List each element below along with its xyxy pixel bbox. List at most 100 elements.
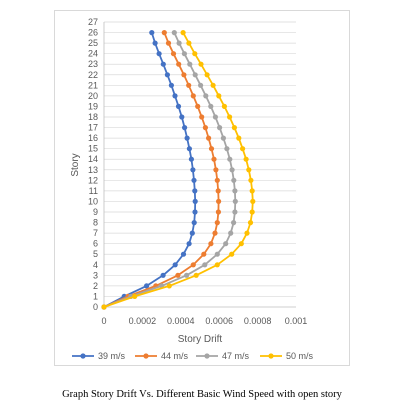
- legend-label: 39 m/s: [98, 351, 126, 361]
- data-point: [192, 188, 198, 194]
- legend-marker: [268, 353, 274, 359]
- data-point: [166, 283, 172, 289]
- y-axis-title: Story: [70, 153, 81, 176]
- data-point: [184, 135, 190, 141]
- y-tick-label: 4: [93, 260, 98, 270]
- legend-marker: [80, 353, 86, 359]
- data-point: [152, 40, 158, 46]
- data-point: [144, 283, 150, 289]
- data-point: [208, 241, 214, 247]
- y-tick-label: 20: [88, 91, 98, 101]
- legend-marker: [143, 353, 149, 359]
- data-point: [193, 272, 199, 278]
- data-point: [176, 40, 182, 46]
- y-tick-labels: 0123456789101112131415161718192021222324…: [88, 17, 98, 312]
- data-point: [175, 103, 182, 109]
- data-point: [188, 156, 194, 162]
- x-tick-label: 0.0002: [129, 316, 157, 326]
- data-point: [216, 198, 222, 204]
- data-point: [246, 167, 252, 173]
- y-tick-label: 6: [93, 239, 98, 249]
- data-point: [221, 103, 227, 109]
- y-tick-label: 27: [88, 17, 98, 27]
- data-point: [192, 51, 198, 57]
- legend: 39 m/s 44 m/s 47 m/s 50 m/s: [72, 351, 314, 361]
- legend-item: 50 m/s: [260, 351, 314, 361]
- data-point: [198, 61, 204, 67]
- data-point: [189, 230, 195, 236]
- data-point: [227, 114, 233, 120]
- data-point: [190, 93, 196, 99]
- data-point: [160, 61, 166, 67]
- data-point: [214, 262, 220, 268]
- axes: [103, 22, 296, 308]
- data-point: [228, 230, 234, 236]
- data-point: [250, 198, 256, 204]
- data-point: [161, 29, 167, 36]
- data-point: [190, 167, 196, 173]
- data-point: [208, 103, 214, 109]
- data-point: [184, 272, 190, 278]
- data-point: [232, 198, 238, 204]
- data-point: [176, 61, 182, 67]
- y-tick-label: 25: [88, 38, 98, 48]
- data-point: [224, 146, 230, 152]
- legend-item: 47 m/s: [196, 351, 250, 361]
- legend-label: 47 m/s: [222, 351, 250, 361]
- data-point: [229, 251, 235, 257]
- data-point: [101, 304, 107, 310]
- data-point: [227, 156, 233, 162]
- y-tick-label: 9: [93, 207, 98, 217]
- data-point: [181, 51, 187, 57]
- y-tick-label: 12: [88, 175, 98, 185]
- y-tick-label: 13: [88, 165, 98, 175]
- y-tick-label: 14: [88, 154, 98, 164]
- y-tick-label: 11: [89, 186, 98, 196]
- data-point: [202, 262, 208, 268]
- legend-item: 39 m/s: [72, 351, 126, 361]
- story-drift-chart: 0123456789101112131415161718192021222324…: [70, 17, 314, 361]
- data-point: [199, 114, 205, 120]
- x-tick-label: 0.0008: [244, 316, 272, 326]
- data-point: [248, 177, 254, 183]
- data-point: [247, 220, 254, 226]
- data-point: [229, 167, 235, 173]
- data-point: [231, 125, 237, 131]
- data-point: [212, 114, 218, 120]
- data-point: [132, 293, 138, 299]
- data-point: [244, 230, 250, 236]
- data-point: [160, 272, 166, 278]
- data-point: [192, 209, 198, 215]
- data-point: [231, 177, 237, 183]
- series-3: [101, 29, 256, 310]
- data-point: [192, 198, 198, 204]
- data-point: [211, 156, 217, 162]
- data-point: [186, 82, 192, 88]
- y-tick-label: 16: [88, 133, 98, 143]
- data-point: [164, 72, 170, 78]
- data-point: [238, 241, 244, 247]
- legend-marker: [204, 353, 210, 359]
- data-point: [210, 82, 216, 88]
- data-point: [198, 82, 204, 88]
- y-tick-label: 19: [88, 101, 98, 111]
- y-tick-label: 3: [93, 270, 98, 280]
- data-point: [215, 188, 221, 194]
- data-point: [186, 241, 192, 247]
- y-tick-label: 5: [93, 249, 98, 259]
- data-point: [231, 220, 237, 226]
- y-tick-label: 17: [88, 123, 98, 133]
- series-2: [101, 29, 238, 310]
- data-point: [220, 135, 226, 141]
- data-point: [214, 251, 220, 257]
- data-point: [249, 209, 255, 215]
- y-tick-label: 22: [88, 70, 98, 80]
- data-point: [214, 177, 220, 183]
- data-point: [165, 40, 172, 46]
- x-axis-title: Story Drift: [178, 334, 223, 345]
- data-point: [206, 135, 212, 141]
- data-point: [212, 230, 218, 236]
- data-point: [217, 125, 223, 131]
- y-tick-label: 8: [93, 218, 98, 228]
- data-point: [236, 135, 242, 141]
